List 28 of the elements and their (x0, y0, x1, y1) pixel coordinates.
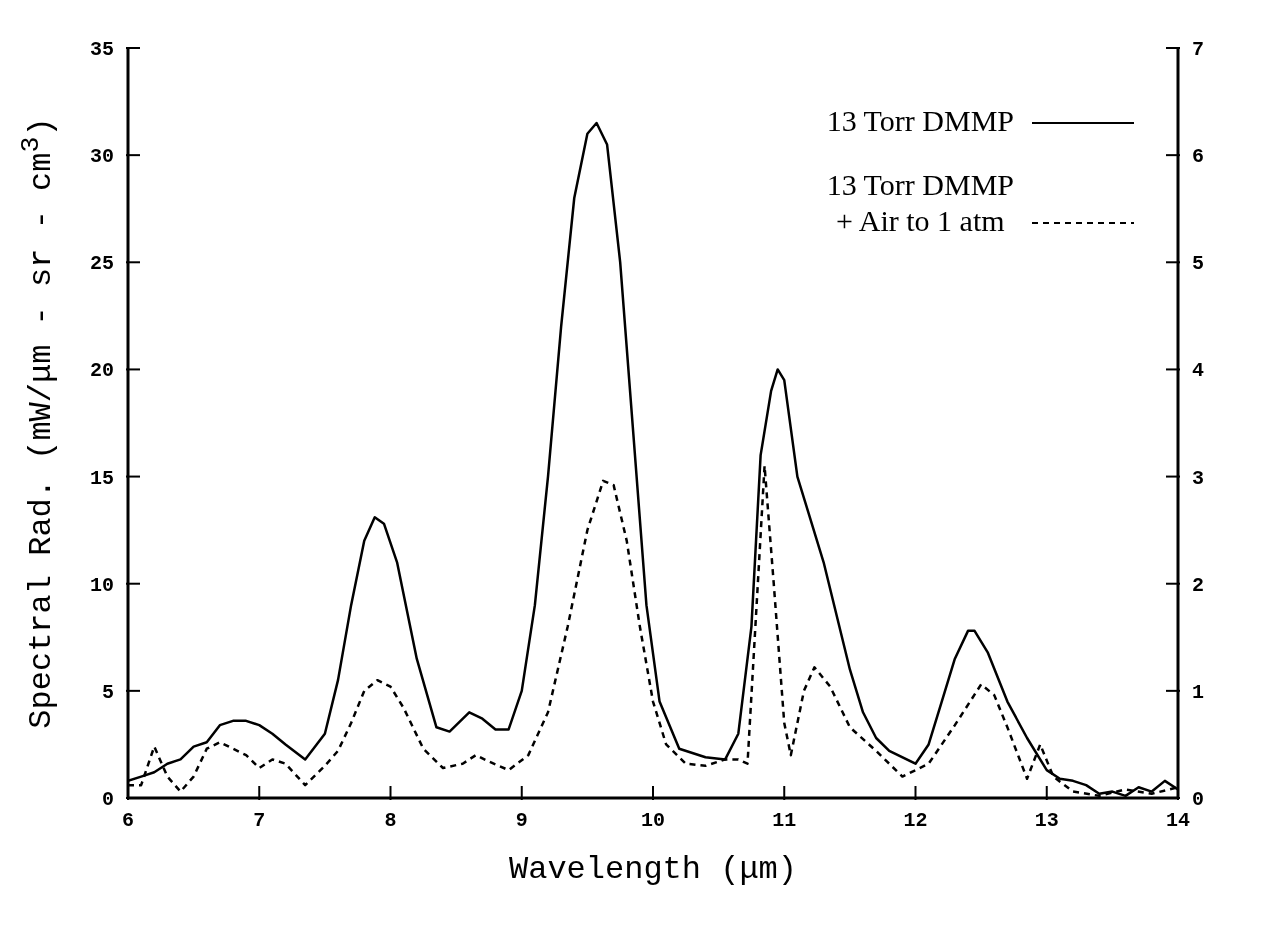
y2-tick-label: 1 (1192, 680, 1205, 704)
x-tick-label: 11 (772, 809, 797, 832)
x-tick-label: 8 (384, 809, 397, 832)
legend-label: 13 Torr DMMP + Air to 1 atm (826, 167, 1014, 239)
y-tick-label: 5 (101, 680, 114, 704)
y-tick-label: 35 (89, 38, 114, 61)
x-tick-label: 9 (515, 809, 528, 832)
y2-tick-label: 2 (1192, 573, 1205, 597)
y2-tick-label: 7 (1192, 38, 1205, 61)
legend-label: 13 Torr DMMP (826, 103, 1014, 139)
y-tick-label: 0 (101, 788, 114, 811)
y-tick-label: 20 (89, 359, 114, 383)
x-tick-label: 10 (640, 809, 666, 832)
x-tick-label: 6 (121, 809, 135, 832)
x-tick-label: 13 (1034, 809, 1059, 832)
y2-tick-label: 6 (1192, 145, 1205, 169)
y-tick-label: 25 (89, 252, 114, 276)
x-tick-label: 7 (253, 809, 266, 832)
y2-tick-label: 5 (1192, 252, 1205, 276)
x-tick-label: 12 (903, 809, 928, 832)
y-tick-label: 15 (89, 466, 114, 490)
y2-tick-label: 0 (1192, 788, 1205, 811)
x-tick-label: 14 (1165, 809, 1191, 832)
x-axis-title: Wavelength (μm) (508, 851, 798, 888)
y2-tick-label: 3 (1192, 466, 1205, 490)
y-tick-label: 10 (89, 573, 114, 597)
y2-tick-label: 4 (1192, 359, 1205, 383)
y-tick-label: 30 (89, 145, 114, 169)
